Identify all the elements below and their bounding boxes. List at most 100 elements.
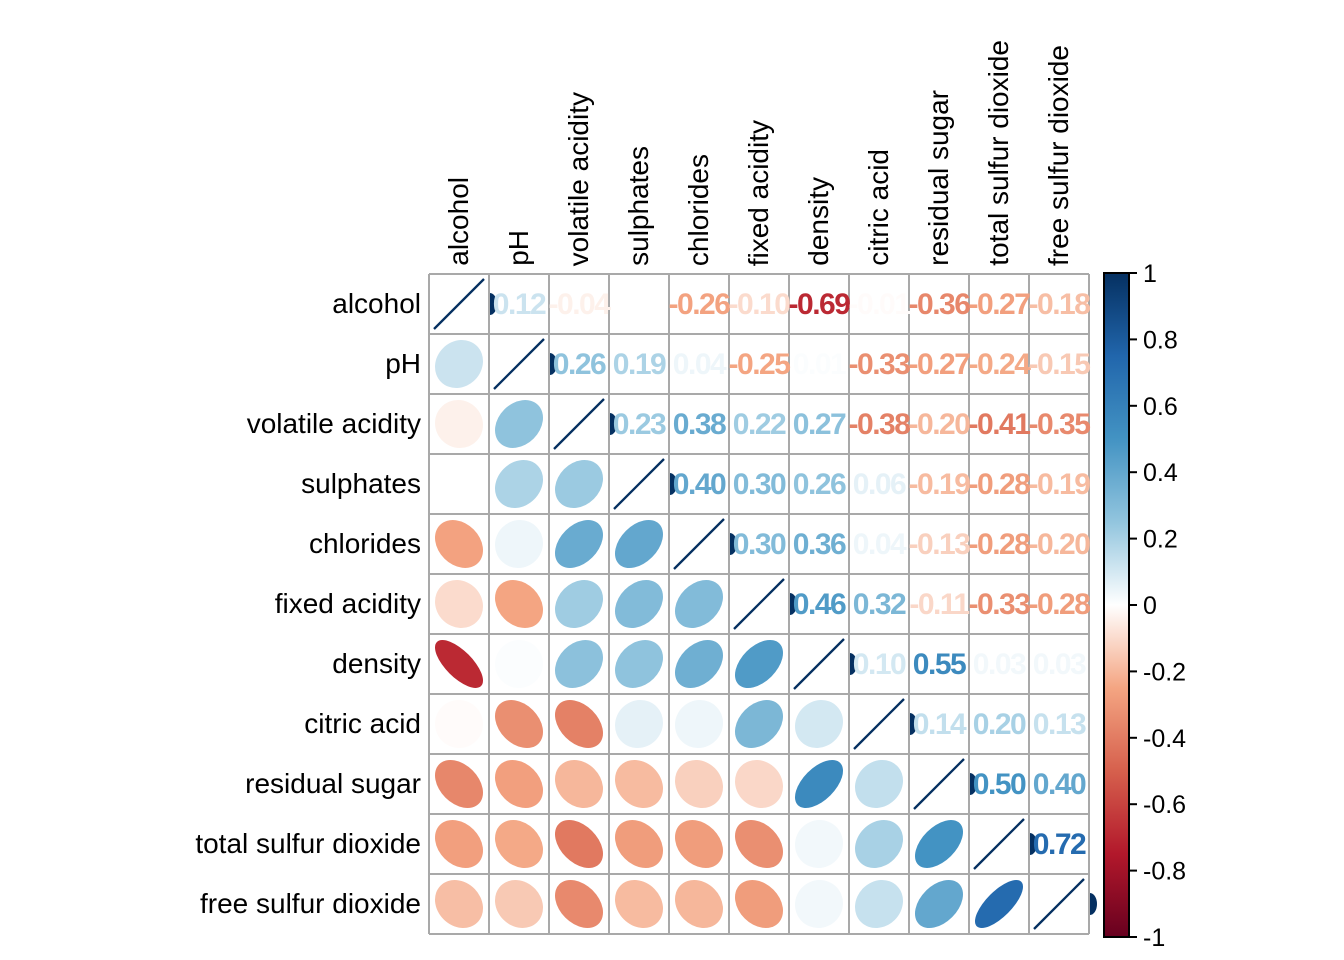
correlation-value: 0.32 <box>853 588 906 621</box>
correlation-ellipse <box>435 580 483 628</box>
correlation-ellipse <box>495 700 543 748</box>
diagonal-unit-correlation-line <box>433 278 485 330</box>
colorbar-tick-label: -0.6 <box>1143 791 1186 819</box>
correlation-ellipse <box>674 759 724 809</box>
correlation-ellipse <box>615 880 663 928</box>
row-label: free sulfur dioxide <box>199 888 421 919</box>
correlation-ellipse <box>555 460 603 508</box>
row-label: chlorides <box>308 528 421 559</box>
correlation-value: -0.36 <box>909 288 971 321</box>
diag-overflow-glyph <box>730 533 737 555</box>
diagonal-unit-correlation-line <box>793 638 845 690</box>
correlation-ellipse <box>615 760 663 808</box>
correlation-value: -0.20 <box>1029 528 1091 561</box>
row-label: fixed acidity <box>274 588 421 619</box>
correlation-value: -0.26 <box>669 288 731 321</box>
correlation-value: 0.20 <box>973 708 1026 741</box>
correlation-value: -0.18 <box>1029 288 1091 321</box>
colorbar-tick-label: 0.8 <box>1143 326 1178 354</box>
correlation-value: 0.10 <box>853 648 906 681</box>
correlation-ellipse <box>795 700 843 748</box>
correlation-ellipse <box>614 699 664 749</box>
diag-overflow-glyph <box>670 473 677 495</box>
diagonal-unit-correlation-line <box>553 398 605 450</box>
correlation-ellipse <box>675 580 723 628</box>
correlation-ellipse <box>434 819 484 869</box>
correlation-ellipse <box>494 759 544 809</box>
correlation-value: -0.27 <box>969 288 1031 321</box>
diag-overflow-glyph <box>1030 833 1037 855</box>
correlation-value: -0.01 <box>849 288 911 321</box>
correlation-value: -0.19 <box>909 468 971 501</box>
correlation-ellipse <box>435 460 483 508</box>
diagonal-unit-correlation-line <box>673 518 725 570</box>
correlation-ellipse <box>435 700 483 748</box>
correlation-value: -0.38 <box>849 408 911 441</box>
diag-overflow-glyph <box>610 413 617 435</box>
correlation-value: -0.33 <box>969 588 1031 621</box>
matrix-grid <box>428 273 1090 935</box>
correlation-ellipse <box>434 399 484 449</box>
correlation-value: 0.30 <box>733 468 786 501</box>
correlation-value: 0.26 <box>553 348 606 381</box>
row-label: density <box>332 648 421 679</box>
correlation-value: 0.03 <box>1033 648 1086 681</box>
correlation-ellipse <box>975 880 1023 928</box>
correlation-ellipse <box>554 699 604 749</box>
correlation-value: -0.35 <box>1029 408 1091 441</box>
correlation-ellipse <box>854 879 904 929</box>
correlation-ellipse <box>855 760 903 808</box>
row-label: pH <box>385 348 421 379</box>
correlation-value: -0.25 <box>729 348 791 381</box>
row-label: total sulfur dioxide <box>195 828 421 859</box>
colorbar-tick-label: -0.8 <box>1143 858 1186 886</box>
correlation-ellipse <box>615 520 663 568</box>
correlation-ellipse <box>495 640 543 688</box>
correlation-ellipse <box>435 340 483 388</box>
correlation-value: 0.27 <box>793 408 846 441</box>
colorbar <box>1103 272 1130 938</box>
correlation-value: 0.03 <box>973 648 1026 681</box>
correlation-ellipse <box>435 880 483 928</box>
correlation-value: -0.69 <box>789 288 851 321</box>
correlation-value: 0.30 <box>733 528 786 561</box>
correlation-value: 0.46 <box>793 588 846 621</box>
colorbar-tick-label: 0.4 <box>1143 459 1178 487</box>
correlation-ellipse <box>495 820 543 868</box>
correlation-value: -0.28 <box>969 528 1031 561</box>
correlation-value: 0.50 <box>973 768 1026 801</box>
correlation-ellipse <box>795 880 843 928</box>
correlation-value: 0.55 <box>913 648 966 681</box>
correlation-ellipse <box>615 580 663 628</box>
colorbar-tick-label: 0 <box>1143 592 1157 620</box>
correlation-ellipse <box>735 640 783 688</box>
diagonal-unit-correlation-line <box>733 578 785 630</box>
correlation-value: 0.72 <box>1033 828 1086 861</box>
correlation-value: 0.01 <box>793 348 846 381</box>
row-label: residual sugar <box>245 768 421 799</box>
correlation-ellipse <box>555 760 603 808</box>
correlation-value: 0.14 <box>913 708 967 741</box>
correlation-value: -0.15 <box>1029 348 1091 381</box>
correlation-ellipse <box>795 760 843 808</box>
colorbar-tick-label: 0.2 <box>1143 526 1178 554</box>
correlation-value: 0.19 <box>613 348 666 381</box>
correlation-value: 0.12 <box>493 288 546 321</box>
diagonal-unit-correlation-line <box>973 818 1025 870</box>
row-label: alcohol <box>332 288 421 319</box>
correlation-ellipse <box>494 879 544 929</box>
diagonal-unit-correlation-line <box>853 698 905 750</box>
diag-overflow-glyph <box>850 653 857 675</box>
correlation-value: -0.41 <box>969 408 1031 441</box>
correlation-value: 0.04 <box>673 348 727 381</box>
colorbar-tick-label: -0.2 <box>1143 658 1186 686</box>
correlation-value: -0.27 <box>909 348 971 381</box>
correlation-ellipse <box>554 519 604 569</box>
correlation-value: 0.40 <box>1033 768 1086 801</box>
diag-overflow-glyph <box>490 293 497 315</box>
correlation-ellipse <box>735 760 783 808</box>
correlation-value: -0.20 <box>909 408 971 441</box>
correlation-ellipse <box>674 699 724 749</box>
